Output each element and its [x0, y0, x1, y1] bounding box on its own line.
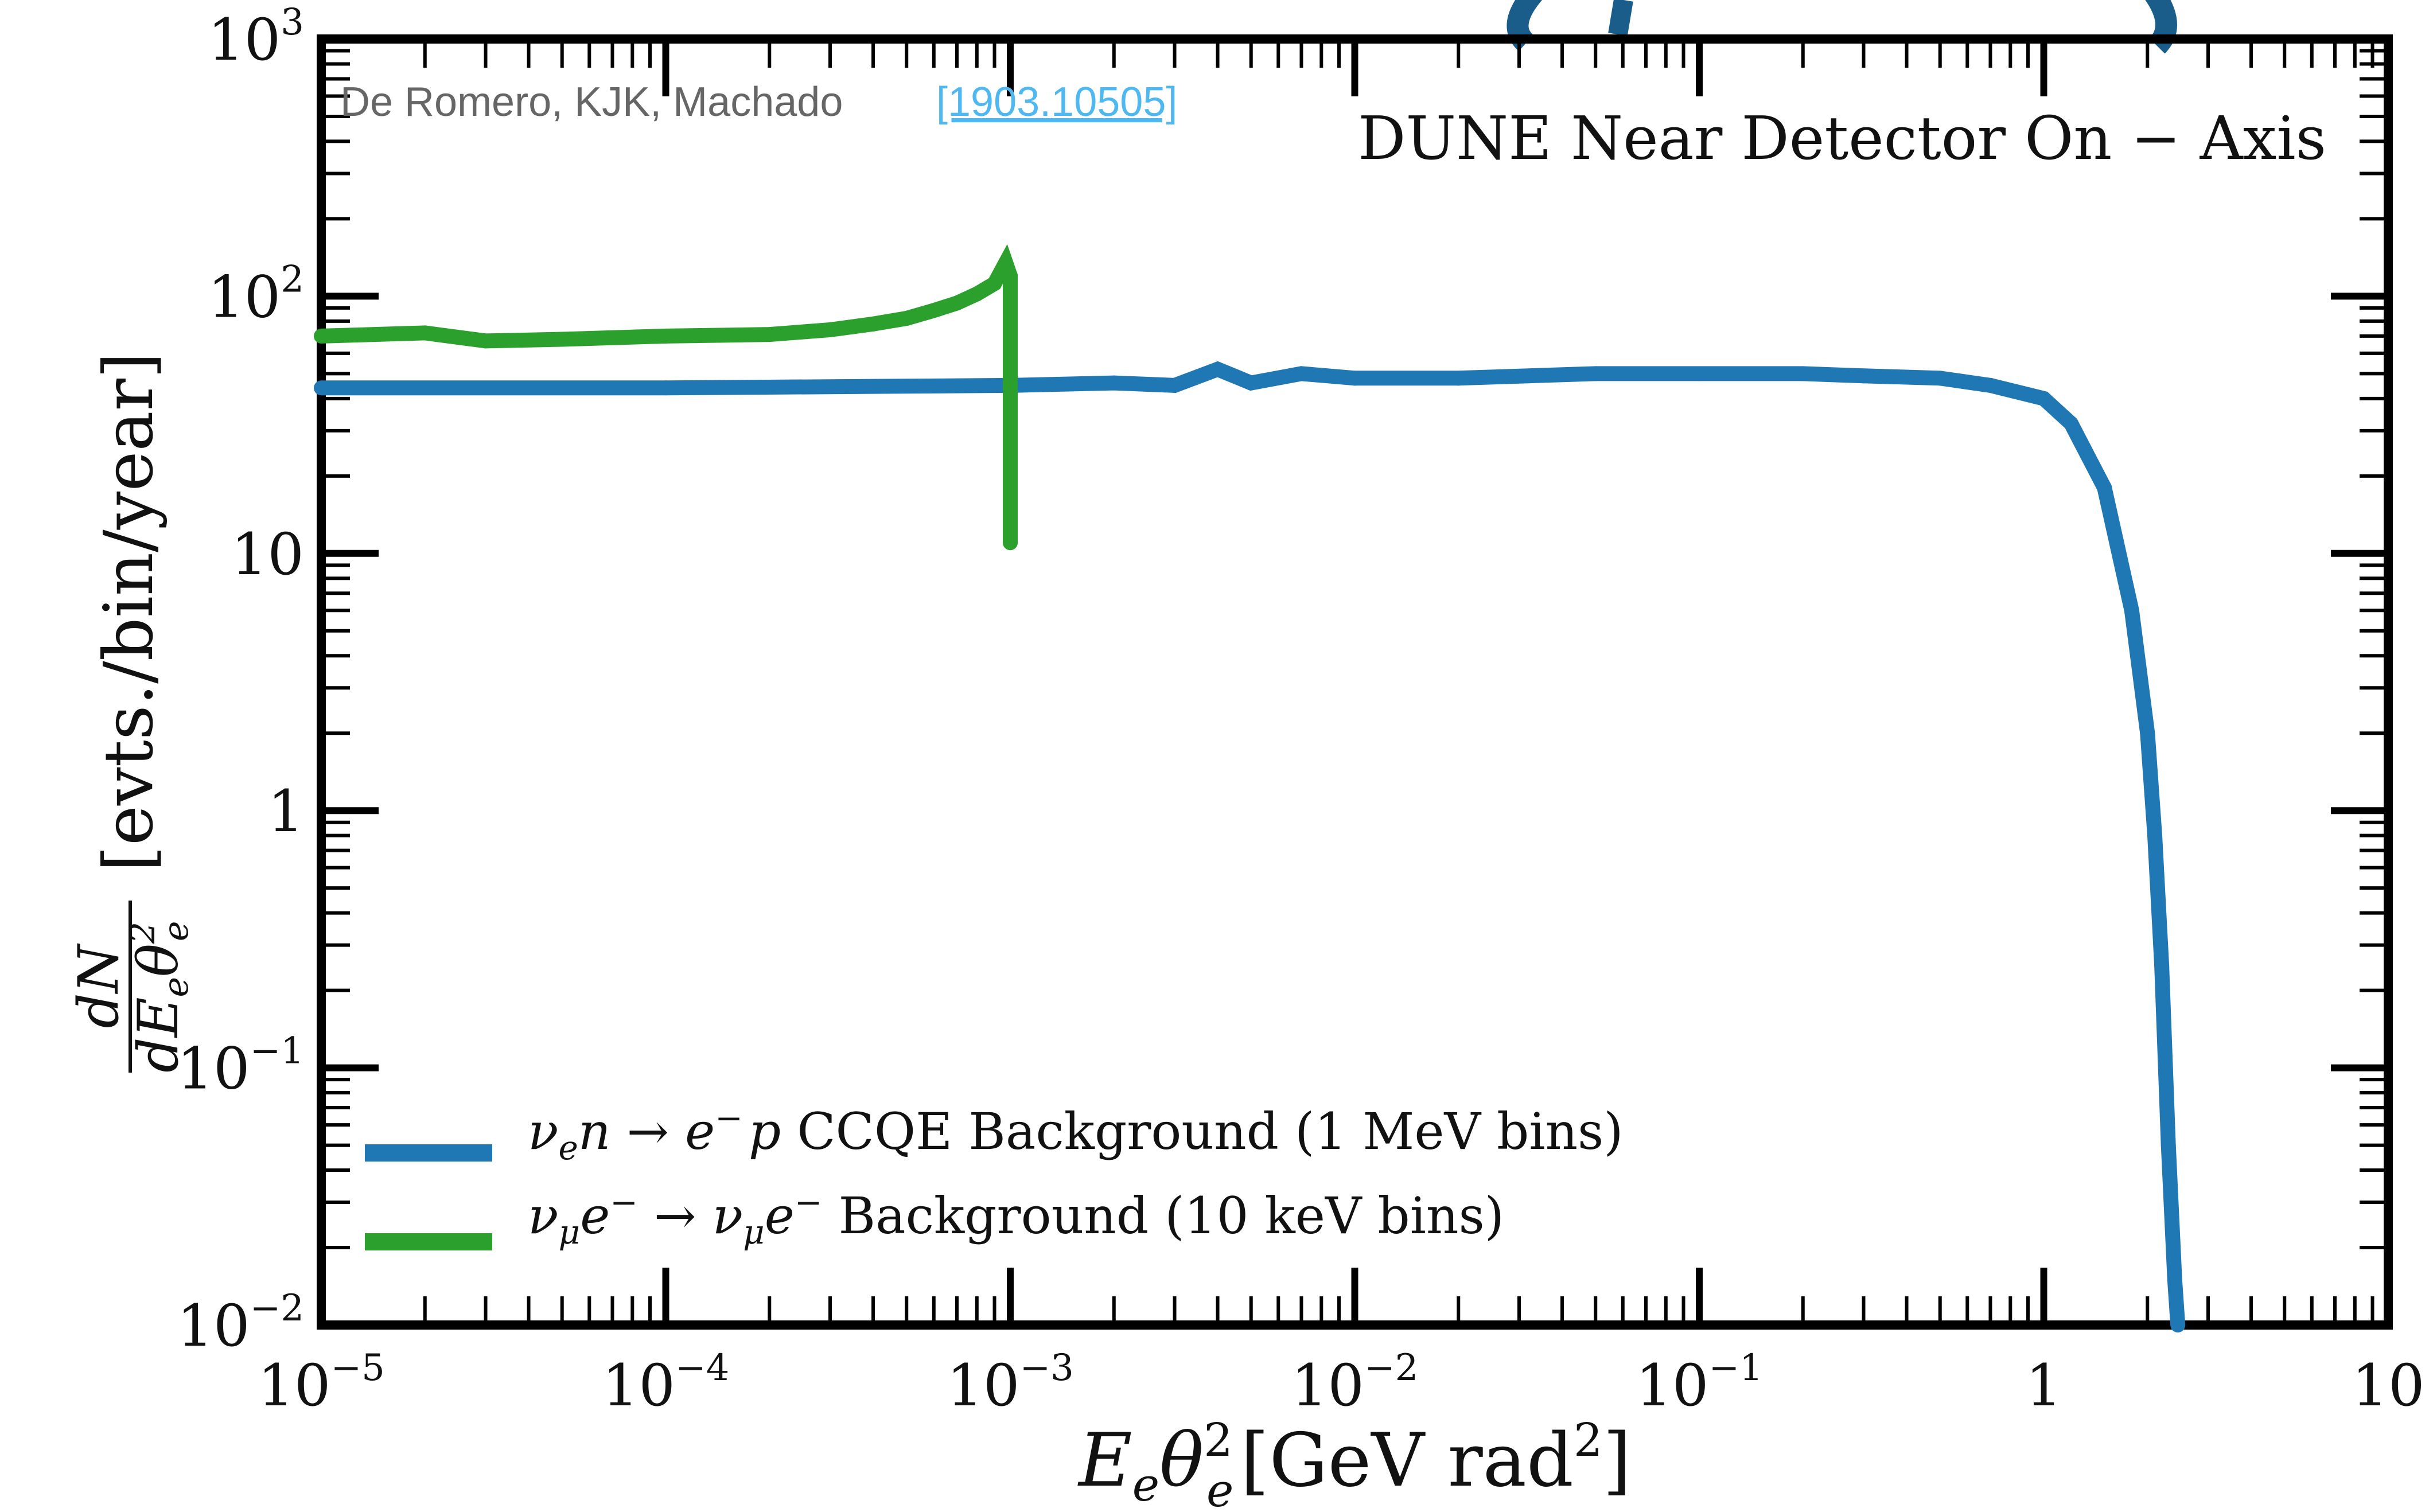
series-mue-point [554, 332, 570, 347]
series-mue-point [314, 328, 329, 344]
series-ccqe-point [2036, 391, 2051, 406]
series-mue-point [949, 295, 964, 311]
y-tick-label: 10 [231, 521, 304, 588]
series-ccqe-point [1347, 371, 1363, 386]
series-ccqe-point [2124, 603, 2139, 618]
series-mue-point [969, 286, 984, 302]
series-mue-point [823, 322, 838, 338]
series-ccqe-point [2140, 726, 2155, 741]
series-ccqe-point [1167, 377, 1182, 393]
series-ccqe-point [1856, 368, 1871, 384]
title-fragment-mid [1608, 0, 1633, 36]
series-ccqe-point [658, 380, 674, 396]
x-tick-label: 10−4 [602, 1347, 730, 1419]
credit-arxiv-link[interactable]: [1903.10505] [936, 79, 1177, 125]
series-mue-line [321, 244, 1018, 543]
x-tick-labels: 10−5 10−4 10−3 10−2 10−1 1 10 [258, 1347, 2424, 1419]
series-ccqe-point [2170, 1318, 2186, 1332]
detector-annotation: DUNE Near Detector On − Axis [1358, 103, 2326, 173]
minor-ticks [321, 39, 2388, 1325]
series-ccqe-point [1795, 366, 1811, 381]
series-ccqe-point [2064, 416, 2079, 431]
y-tick-labels: 10−2 10−1 1 10 102 103 [177, 1, 304, 1359]
series-mue-point [998, 255, 1014, 270]
y-tick-label: 10−1 [177, 1030, 304, 1102]
series-ccqe-point [1692, 366, 1707, 381]
y-tick-label: 1 [267, 778, 304, 845]
series-ccqe-point [1451, 371, 1466, 386]
x-tick-label: 10−2 [1291, 1347, 1419, 1419]
y-axis-label: dN dEeθ2e [evts./bin/year] [67, 352, 196, 1073]
x-tick-label: 1 [2026, 1352, 2062, 1419]
series-ccqe-point [1588, 366, 1603, 381]
series-ccqe-point [1983, 377, 1998, 393]
series-ccqe-point [2167, 1272, 2182, 1288]
series-mue-point [658, 328, 674, 344]
series-ccqe-point [1932, 371, 1948, 386]
series-mue-point [1003, 535, 1018, 551]
series-mue-point [478, 333, 493, 349]
series-mue-point [899, 311, 914, 326]
major-ticks [318, 36, 2392, 1328]
series-ccqe-point [1210, 361, 1225, 377]
series-ccqe-point [2160, 1137, 2176, 1153]
legend-label-ccqe: νen → e− p CCQE Background (1 MeV bins) [528, 1098, 1624, 1167]
series-ccqe-line [321, 361, 2186, 1326]
y-tick-label: 102 [208, 258, 304, 330]
series-mue-point [417, 325, 433, 341]
y-label-numerator: dN [67, 943, 131, 1028]
series-ccqe-point [2154, 958, 2170, 973]
x-tick-label: 10−3 [947, 1347, 1074, 1419]
x-tick-label: 10 [2352, 1352, 2424, 1419]
series-layer [314, 244, 2186, 1332]
y-label-units: [evts./bin/year] [89, 352, 168, 872]
legend: νen → e− p CCQE Background (1 MeV bins) ν… [365, 1098, 1624, 1252]
series-mue-point [1003, 268, 1018, 283]
y-label-denominator: dEeθ2e [123, 921, 196, 1073]
series-ccqe-point [1294, 366, 1309, 381]
x-tick-label: 10−1 [1636, 1347, 1763, 1419]
series-ccqe-point [2147, 828, 2162, 843]
series-ccqe-point [2097, 480, 2112, 496]
legend-label-mue: νμe− → νμe− Background (10 keV bins) [528, 1183, 1504, 1252]
y-tick-label: 10−2 [177, 1287, 304, 1359]
series-ccqe-point [1243, 375, 1259, 391]
y-tick-label: 103 [208, 1, 304, 73]
series-mue-point [866, 316, 881, 332]
x-tick-label: 10−5 [258, 1347, 385, 1419]
series-mue-point [987, 276, 1002, 291]
series-ccqe-point [1106, 375, 1122, 391]
series-ccqe-point [314, 380, 329, 396]
series-mue-point [762, 327, 777, 342]
x-axis-label: Eeθ2 e[GeV rad2] [1077, 1413, 1631, 1512]
series-mue-point [926, 303, 941, 318]
credit-authors: De Romero, KJK, Machado [340, 79, 843, 125]
